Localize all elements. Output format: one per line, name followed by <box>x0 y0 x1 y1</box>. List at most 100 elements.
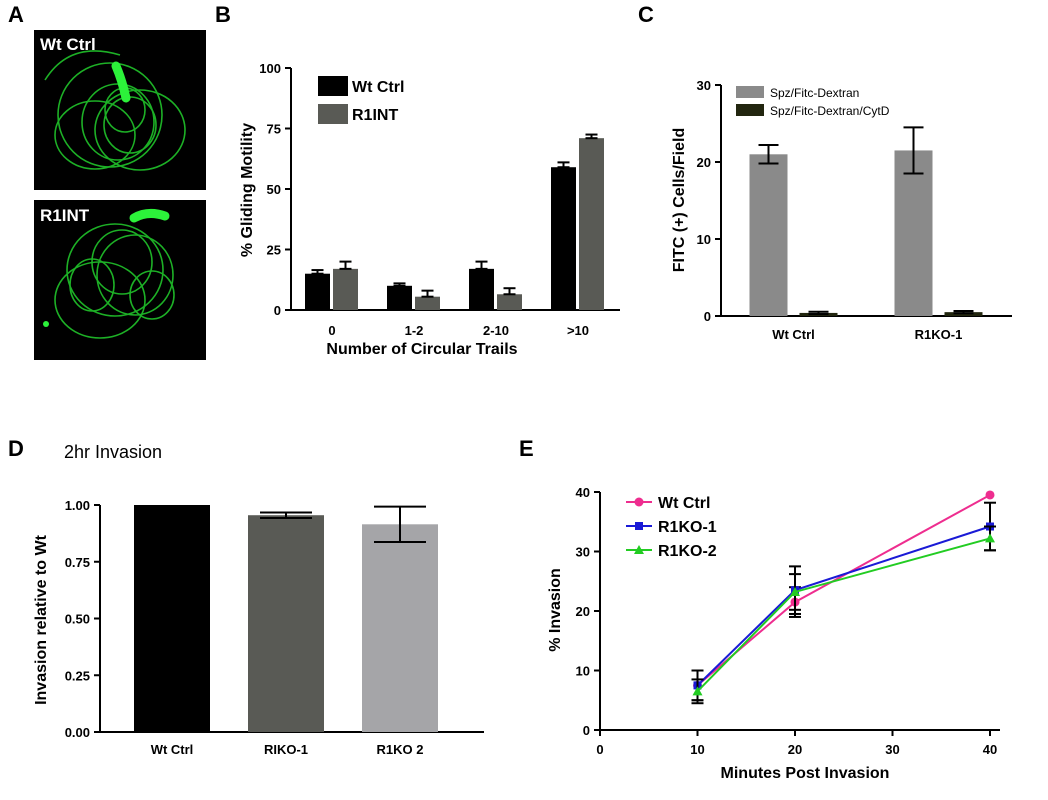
chart-e-line <box>696 494 991 687</box>
chart-c-bar <box>749 154 788 316</box>
chart-e-legend-marker <box>634 497 644 507</box>
chart-e-x-tick-label: 10 <box>690 742 704 757</box>
chart-b-bar <box>387 285 412 310</box>
chart-b-y-tick-label: 50 <box>267 182 281 197</box>
chart-b-error-bar <box>557 161 570 169</box>
chart-d-x-tick-label: R1KO 2 <box>377 742 424 757</box>
chart-e-legend-label: Wt Ctrl <box>658 495 710 512</box>
micrograph-r1int-label: R1INT <box>40 206 90 225</box>
chart-e-line <box>696 537 991 693</box>
chart-c-ylabel: FITC (+) Cells/Field <box>671 128 688 272</box>
chart-d-bar <box>134 505 210 732</box>
chart-d: 2hr Invasion 0.00 0.25 0.50 0.75 1.00 Wt Ctr… <box>33 442 484 757</box>
chart-d-y-tick-label: 0.00 <box>65 725 90 740</box>
chart-d-bars <box>134 505 438 732</box>
chart-d-error-bar <box>260 511 312 519</box>
chart-b-error-bar <box>393 282 406 287</box>
chart-c-bar <box>894 150 933 316</box>
chart-b-bar <box>469 268 494 310</box>
chart-d-y-tick-label: 1.00 <box>65 498 90 513</box>
panel-label-d: D <box>8 436 24 461</box>
chart-e-point <box>985 533 995 543</box>
chart-b-error-bar <box>421 289 434 298</box>
chart-e-x-tick-label: 0 <box>596 742 603 757</box>
chart-c-legend-label-2: Spz/Fitc-Dextran/CytD <box>770 104 890 118</box>
chart-c-error-bar <box>758 144 779 165</box>
chart-c-error-bar <box>808 310 829 316</box>
chart-c-y-tick-label: 0 <box>704 309 711 324</box>
micrograph-wt-sporozoite <box>111 61 131 103</box>
chart-e-legend-marker <box>635 522 643 530</box>
chart-b-error-bar <box>503 287 516 296</box>
panel-label-e: E <box>519 436 534 461</box>
chart-d-error-bar <box>374 505 426 544</box>
chart-d-y-tick-label: 0.75 <box>65 555 90 570</box>
chart-e-y-tick-label: 10 <box>576 664 590 679</box>
chart-e-y-tick-label: 30 <box>576 545 590 560</box>
chart-b-bar <box>497 294 522 310</box>
micrograph-r1int-trails <box>54 223 175 339</box>
chart-b-error-bar <box>475 260 488 270</box>
chart-b-bar <box>579 138 604 310</box>
chart-e-y-tick-label: 20 <box>576 604 590 619</box>
chart-b-legend: Wt Ctrl R1INT <box>318 76 404 124</box>
chart-d-y-tick-label: 0.25 <box>65 668 90 683</box>
chart-e-point <box>692 686 703 696</box>
chart-e-xlabel: Minutes Post Invasion <box>721 765 890 782</box>
chart-d-x-tick-label: Wt Ctrl <box>151 742 194 757</box>
micrograph-wt-label: Wt Ctrl <box>40 35 96 54</box>
chart-d-ylabel: Invasion relative to Wt <box>33 534 50 704</box>
chart-e-series <box>691 490 996 705</box>
chart-b-bar <box>305 273 330 310</box>
chart-e-legend-marker <box>634 545 644 554</box>
chart-d-y-tick-label: 0.50 <box>65 612 90 627</box>
chart-b-y-ticks: 0 25 50 75 100 <box>259 61 291 318</box>
chart-c-x-ticks: Wt Ctrl R1KO-1 <box>772 327 962 342</box>
chart-c-legend-swatch-1 <box>736 86 764 98</box>
chart-d-y-ticks: 0.00 0.25 0.50 0.75 1.00 <box>65 498 100 740</box>
chart-b-x-tick-label: >10 <box>567 323 589 338</box>
chart-e-y-tick-label: 0 <box>583 723 590 738</box>
chart-e-ylabel: % Invasion <box>547 568 564 652</box>
chart-c-x-tick-label: R1KO-1 <box>915 327 963 342</box>
chart-b-legend-label-wt: Wt Ctrl <box>352 79 404 96</box>
chart-e-point <box>985 490 995 500</box>
chart-e-y-tick-label: 40 <box>576 485 590 500</box>
chart-e-x-tick-label: 40 <box>983 742 997 757</box>
chart-e-y-ticks: 0 10 20 30 40 <box>576 485 600 738</box>
chart-e-series-2 <box>691 501 996 702</box>
chart-b-x-tick-label: 1-2 <box>405 323 424 338</box>
chart-b-x-tick-label: 2-10 <box>483 323 509 338</box>
chart-d-bar <box>248 515 324 732</box>
chart-b-legend-swatch-wt <box>318 76 348 96</box>
chart-e: 0 10 20 30 40 0 10 20 30 40 Minutes Post Invasio… <box>547 485 1000 782</box>
chart-b-x-ticks: 0 1-2 2-10 >10 <box>328 323 589 338</box>
chart-c-error-bar <box>953 309 974 315</box>
micrograph-wt: Wt Ctrl <box>34 30 206 190</box>
chart-d-title: 2hr Invasion <box>64 442 162 462</box>
chart-d-x-ticks: Wt Ctrl RIKO-1 R1KO 2 <box>151 742 424 757</box>
chart-e-legend-label: R1KO-2 <box>658 543 717 560</box>
panel-label-b: B <box>215 2 231 27</box>
chart-b-legend-label-r1int: R1INT <box>352 107 398 124</box>
chart-b: 0 25 50 75 100 0 1-2 2-10 >10 Number of Circula… <box>239 61 620 358</box>
chart-e-legend-label: R1KO-1 <box>658 519 717 536</box>
chart-b-bar <box>415 296 440 310</box>
chart-b-xlabel: Number of Circular Trails <box>326 341 517 358</box>
chart-b-y-tick-label: 0 <box>274 303 281 318</box>
chart-e-point <box>790 586 800 596</box>
chart-b-error-bar <box>339 260 352 270</box>
chart-b-y-tick-label: 75 <box>267 122 281 137</box>
chart-b-x-tick-label: 0 <box>328 323 335 338</box>
panel-label-c: C <box>638 2 654 27</box>
panel-label-a: A <box>8 2 24 27</box>
chart-c-y-tick-label: 20 <box>697 155 711 170</box>
chart-c-x-tick-label: Wt Ctrl <box>772 327 815 342</box>
chart-d-x-tick-label: RIKO-1 <box>264 742 308 757</box>
chart-b-error-bar <box>311 269 324 275</box>
micrograph-r1int: R1INT <box>34 200 206 360</box>
chart-b-legend-swatch-r1int <box>318 104 348 124</box>
micrograph-wt-background <box>34 30 206 190</box>
chart-e-x-tick-label: 30 <box>885 742 899 757</box>
